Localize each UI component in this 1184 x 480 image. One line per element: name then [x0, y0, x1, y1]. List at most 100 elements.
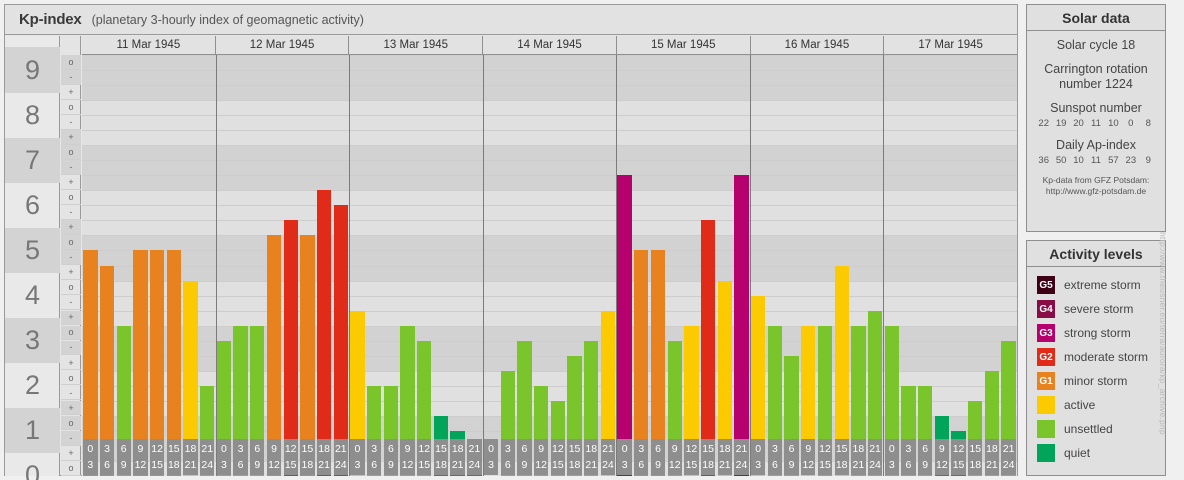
- hour-label-start: 12: [551, 443, 564, 455]
- sunspot-value: 20: [1073, 118, 1084, 129]
- kp-bar[interactable]: [400, 325, 415, 476]
- kp-bar[interactable]: [283, 220, 298, 476]
- hour-label-start: 0: [755, 443, 762, 455]
- hour-label-end: 12: [936, 459, 948, 471]
- y-axis-sublabel: -: [61, 296, 81, 311]
- ap-index-title: Daily Ap-index: [1056, 138, 1136, 152]
- hour-label-start: 6: [521, 443, 528, 455]
- gridline: [82, 415, 1017, 417]
- y-axis-sublabel: +: [61, 400, 81, 416]
- kp-bar[interactable]: [717, 280, 732, 476]
- hour-label: 12 15: [951, 439, 966, 475]
- kp-bar[interactable]: [767, 325, 783, 476]
- y-axis-sublabel: -: [61, 205, 81, 220]
- kp-bar[interactable]: [316, 190, 332, 476]
- hour-label: 15 18: [300, 439, 315, 475]
- gridline: [82, 220, 1017, 222]
- ap-value: 9: [1145, 155, 1151, 166]
- hour-label-end: 6: [771, 459, 778, 471]
- sunspot-value: 8: [1145, 118, 1151, 129]
- credit-line-1: Kp-data from GFZ Potsdam:: [1042, 175, 1150, 185]
- y-axis-sublabel: +: [61, 220, 81, 236]
- hour-label: 9 12: [133, 439, 148, 475]
- hour-label-start: 0: [621, 443, 628, 455]
- hour-label-end: 9: [521, 459, 528, 471]
- gridline: [82, 460, 1017, 462]
- solar-data-body: Solar cycle 18 Carrington rotation numbe…: [1027, 31, 1165, 197]
- hour-label-end: 15: [284, 459, 297, 471]
- kp-bar[interactable]: [650, 250, 666, 476]
- gridline: [82, 115, 1017, 117]
- kp-bar[interactable]: [116, 325, 131, 476]
- activity-level-row: G5 extreme storm: [1037, 273, 1165, 297]
- page-title: Kp-index: [19, 11, 82, 28]
- kp-bar[interactable]: [250, 325, 265, 476]
- y-axis-sublabel: o: [61, 190, 81, 205]
- kp-bar[interactable]: [700, 220, 716, 476]
- kp-bar[interactable]: [333, 205, 348, 476]
- activity-level-label: unsettled: [1064, 422, 1113, 436]
- hour-label: 21 24: [333, 439, 348, 475]
- chart-panel: Kp-index (planetary 3-hourly index of ge…: [4, 4, 1018, 480]
- hour-label-end: 3: [755, 459, 762, 471]
- kp-bar[interactable]: [166, 250, 181, 476]
- gridline: [82, 145, 1017, 147]
- kp-bar[interactable]: [817, 325, 833, 476]
- hour-label-start: 18: [585, 443, 598, 455]
- page-subtitle: (planetary 3-hourly index of geomagnetic…: [91, 12, 364, 27]
- kp-bar[interactable]: [266, 235, 282, 476]
- hour-label-end: 18: [702, 459, 714, 471]
- kp-bar[interactable]: [884, 325, 899, 476]
- y-axis-sublabel: +: [61, 446, 81, 461]
- hour-label: 12 15: [550, 439, 565, 475]
- hour-label-end: 24: [334, 459, 347, 471]
- hour-label-start: 3: [504, 443, 511, 455]
- day-separator: [349, 55, 351, 476]
- kp-bar[interactable]: [617, 175, 632, 476]
- kp-bar[interactable]: [350, 310, 365, 476]
- y-axis-number: 8: [24, 99, 41, 130]
- activity-level-row: G1 minor storm: [1037, 369, 1165, 393]
- kp-bar[interactable]: [233, 325, 248, 476]
- activity-levels-panel: Activity levels G5 extreme storm G4 severe …: [1026, 240, 1166, 476]
- y-axis-number: 1: [5, 408, 60, 454]
- kp-bar[interactable]: [801, 325, 816, 476]
- hour-label-start: 9: [137, 443, 144, 455]
- kp-bar[interactable]: [83, 250, 98, 476]
- kp-bar[interactable]: [133, 250, 148, 476]
- hour-label: 12 15: [684, 439, 699, 475]
- day-header: 11 Mar 1945: [82, 36, 216, 54]
- kp-bar[interactable]: [751, 295, 766, 476]
- hour-label-start: 12: [284, 443, 297, 455]
- activity-level-row: G3 strong storm: [1037, 321, 1165, 345]
- gridline: [82, 70, 1017, 72]
- kp-bar[interactable]: [99, 265, 115, 476]
- kp-bar[interactable]: [300, 235, 315, 476]
- kp-bar[interactable]: [734, 175, 749, 476]
- kp-bar[interactable]: [600, 310, 616, 476]
- hour-label-end: 3: [87, 459, 94, 471]
- hour-label-start: 3: [237, 443, 244, 455]
- activity-level-row: G2 moderate storm: [1037, 345, 1165, 369]
- hour-label-end: 15: [819, 459, 831, 471]
- hour-label: 9 12: [533, 439, 549, 475]
- kp-bar[interactable]: [867, 310, 883, 476]
- kp-bar[interactable]: [634, 250, 649, 476]
- kp-bar[interactable]: [684, 325, 699, 476]
- hour-label-start: 21: [869, 443, 881, 455]
- carrington-line-2: number 1224: [1059, 77, 1133, 91]
- kp-bar[interactable]: [183, 280, 198, 476]
- kp-bar[interactable]: [851, 325, 866, 476]
- credit-line-2[interactable]: http://www.gfz-potsdam.de: [1045, 186, 1147, 196]
- activity-level-swatch: [1037, 444, 1055, 462]
- hour-label-start: 12: [952, 443, 965, 455]
- gridline: [82, 190, 1017, 192]
- kp-bar[interactable]: [834, 265, 849, 476]
- kp-bar[interactable]: [149, 250, 165, 476]
- hour-label-end: 15: [685, 459, 698, 471]
- y-axis-sublabel: -: [61, 70, 81, 85]
